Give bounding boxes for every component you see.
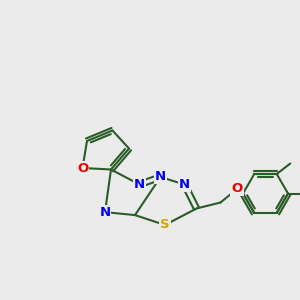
Text: O: O: [77, 161, 88, 175]
Text: S: S: [160, 218, 170, 232]
Text: N: N: [155, 170, 166, 184]
Text: N: N: [99, 206, 111, 219]
Text: N: N: [179, 178, 190, 191]
Text: O: O: [231, 182, 243, 196]
Text: N: N: [134, 178, 145, 191]
